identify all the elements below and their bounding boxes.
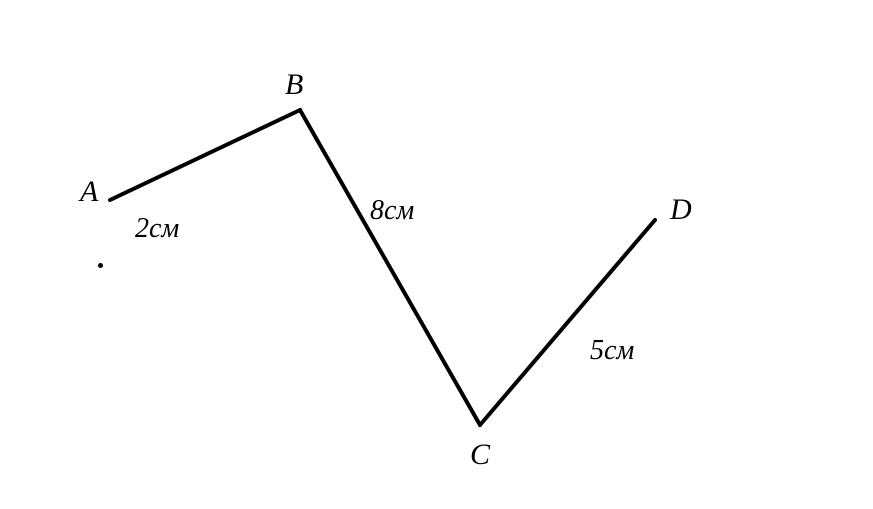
point-label-c: C — [470, 438, 490, 472]
edge-label-bc: 8см — [370, 195, 414, 227]
point-label-a: A — [80, 175, 98, 209]
edge-label-cd: 5см — [590, 335, 634, 367]
polyline-svg — [0, 0, 873, 509]
segment-cd — [480, 220, 655, 425]
point-label-d: D — [670, 193, 692, 227]
point-label-b: B — [285, 68, 303, 102]
edge-label-ab: 2см — [135, 213, 179, 245]
segment-bc — [300, 110, 480, 425]
geometry-diagram: A B C D 2см 8см 5см — [0, 0, 873, 509]
extra-dot — [98, 263, 103, 268]
segment-ab — [110, 110, 300, 200]
